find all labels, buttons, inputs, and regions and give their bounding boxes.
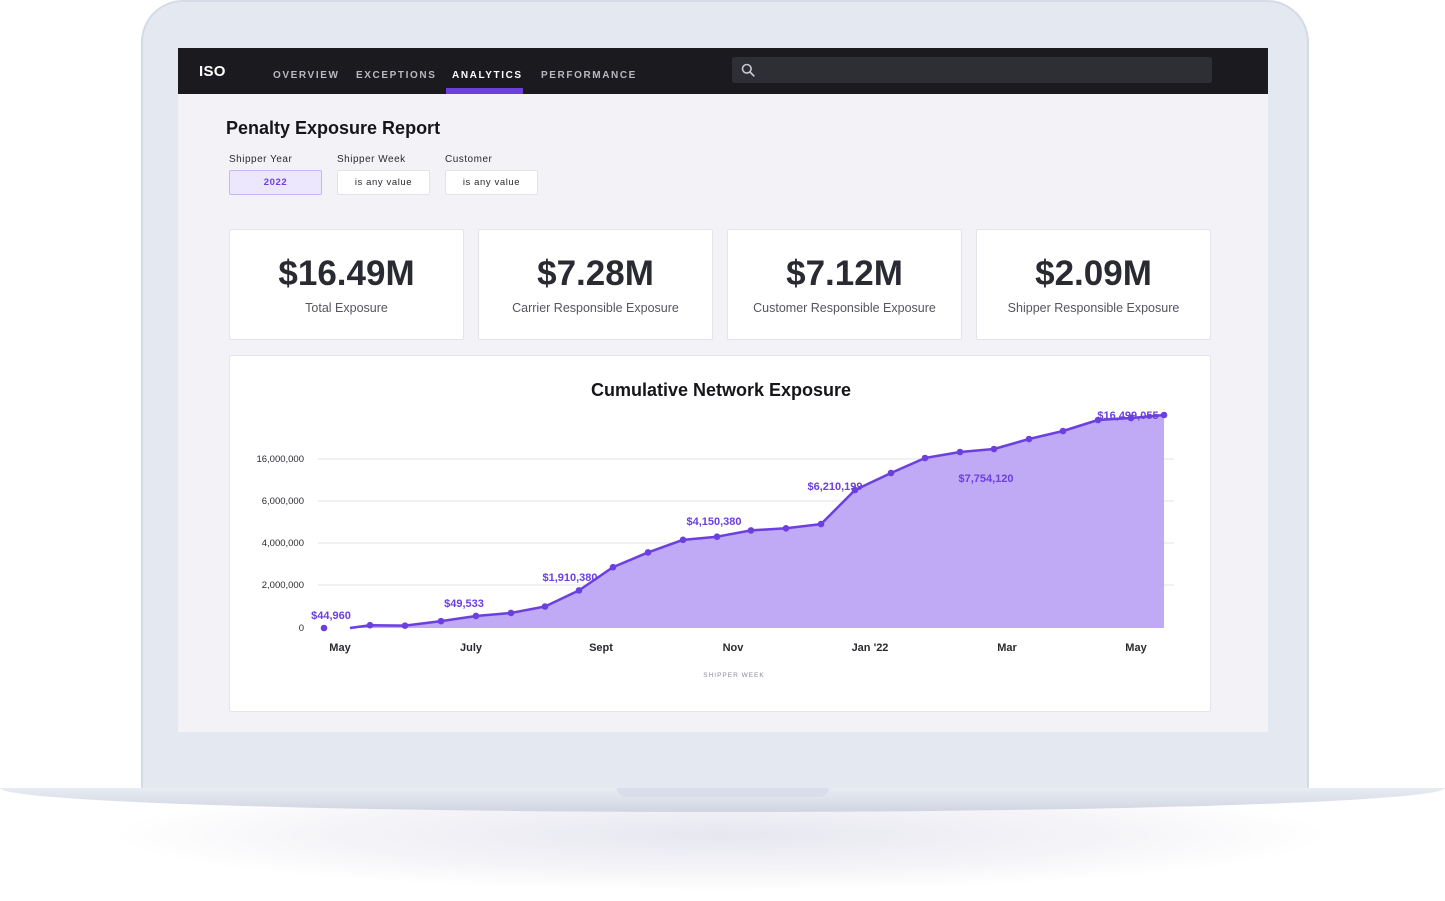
data-point <box>851 486 859 494</box>
kpi-card-total-exposure: $16.49M Total Exposure <box>229 229 464 340</box>
filter-label-customer: Customer <box>445 154 493 165</box>
data-label: $1,910,380 <box>542 572 597 584</box>
tab-analytics[interactable]: ANALYTICS <box>452 70 523 81</box>
y-tick-label: 16,000,000 <box>256 454 304 465</box>
data-point <box>1160 411 1168 419</box>
tab-overview[interactable]: OVERVIEW <box>273 70 340 81</box>
y-tick-label: 4,000,000 <box>262 538 304 549</box>
data-point <box>679 536 687 544</box>
data-label: $6,210,199 <box>807 481 862 493</box>
cumulative-exposure-chart: Cumulative Network Exposure 0 2,000,000 4,0… <box>256 380 1174 679</box>
customer-filter[interactable]: is any value <box>445 170 538 195</box>
chart-title: Cumulative Network Exposure <box>591 380 851 400</box>
data-point <box>366 621 374 629</box>
kpi-label: Customer Responsible Exposure <box>753 301 936 315</box>
filter-label-shipper-year: Shipper Year <box>229 154 293 165</box>
filter-label-shipper-week: Shipper Week <box>337 154 406 165</box>
tab-performance[interactable]: PERFORMANCE <box>541 70 637 81</box>
laptop-notch <box>617 788 829 797</box>
kpi-value: $7.28M <box>537 254 654 293</box>
y-tick-label: 2,000,000 <box>262 580 304 591</box>
search-bar[interactable] <box>732 57 1212 85</box>
cumulative-exposure-chart-card: Cumulative Network Exposure 0 2,000,000 4,0… <box>229 355 1211 712</box>
data-point <box>507 609 515 617</box>
kpi-card-shipper-exposure: $2.09M Shipper Responsible Exposure <box>976 229 1211 340</box>
data-label: $16,499,055 <box>1097 410 1158 422</box>
tab-exceptions[interactable]: EXCEPTIONS <box>356 70 437 81</box>
data-label: $7,754,120 <box>958 473 1013 485</box>
data-point <box>956 448 964 456</box>
data-point <box>472 612 480 620</box>
data-label: $44,960 <box>311 610 351 622</box>
data-point <box>575 587 583 594</box>
x-tick-label: May <box>329 642 351 654</box>
kpi-label: Shipper Responsible Exposure <box>1007 301 1180 315</box>
data-label: $4,150,380 <box>686 516 741 528</box>
data-point <box>713 533 721 540</box>
data-point <box>541 603 549 610</box>
kpi-value: $2.09M <box>1035 254 1152 293</box>
data-point <box>1025 435 1033 443</box>
search-input[interactable] <box>762 57 1206 85</box>
x-tick-label: Nov <box>723 642 745 654</box>
search-icon <box>741 63 755 77</box>
x-tick-label: Jan '22 <box>852 642 889 654</box>
data-point <box>887 469 895 477</box>
x-tick-label: Mar <box>997 642 1017 654</box>
top-navigation-bar: ISO OVERVIEW EXCEPTIONS ANALYTICS PERFOR… <box>178 48 1268 94</box>
data-point <box>990 445 998 453</box>
data-point <box>1059 427 1067 435</box>
active-tab-indicator <box>446 88 523 94</box>
data-point <box>921 454 929 462</box>
data-point <box>437 617 445 625</box>
kpi-label: Total Exposure <box>305 301 388 315</box>
y-tick-label: 0 <box>299 623 304 634</box>
x-axis-label: SHIPPER WEEK <box>703 672 764 679</box>
app-logo[interactable]: ISO <box>199 63 226 80</box>
x-tick-label: July <box>460 642 483 654</box>
shipper-week-filter[interactable]: is any value <box>337 170 430 195</box>
app-screen: ISO OVERVIEW EXCEPTIONS ANALYTICS PERFOR… <box>178 48 1268 732</box>
data-point <box>401 622 409 629</box>
data-point <box>747 527 755 534</box>
data-point <box>817 520 825 528</box>
shipper-year-filter[interactable]: 2022 <box>229 170 322 195</box>
kpi-card-carrier-exposure: $7.28M Carrier Responsible Exposure <box>478 229 713 340</box>
data-point <box>1094 416 1102 424</box>
data-label: $49,533 <box>444 598 484 610</box>
kpi-value: $16.49M <box>278 254 415 293</box>
x-tick-label: May <box>1125 642 1147 654</box>
data-point <box>320 624 328 632</box>
kpi-card-customer-exposure: $7.12M Customer Responsible Exposure <box>727 229 962 340</box>
data-point <box>782 525 790 532</box>
page-title: Penalty Exposure Report <box>226 118 441 138</box>
data-point <box>644 549 652 556</box>
data-point <box>1127 414 1135 422</box>
kpi-value: $7.12M <box>786 254 903 293</box>
data-point <box>609 563 617 571</box>
y-tick-label: 6,000,000 <box>262 496 304 507</box>
x-tick-label: Sept <box>589 642 613 654</box>
kpi-label: Carrier Responsible Exposure <box>512 301 679 315</box>
area-series <box>350 415 1164 629</box>
